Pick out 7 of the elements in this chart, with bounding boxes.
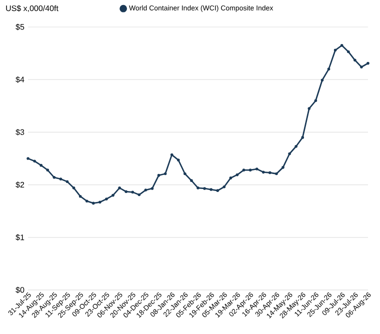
y-tick-label: $1 <box>16 234 24 241</box>
y-tick-label: $2 <box>16 182 24 188</box>
y-axis-title: US$ x,000/40ft <box>6 5 58 12</box>
y-tick-label: $3 <box>16 128 24 136</box>
y-tick-label: $4 <box>16 76 24 83</box>
y-tick-label: $5 <box>16 24 24 30</box>
y-tick-label: $0 <box>16 286 24 294</box>
